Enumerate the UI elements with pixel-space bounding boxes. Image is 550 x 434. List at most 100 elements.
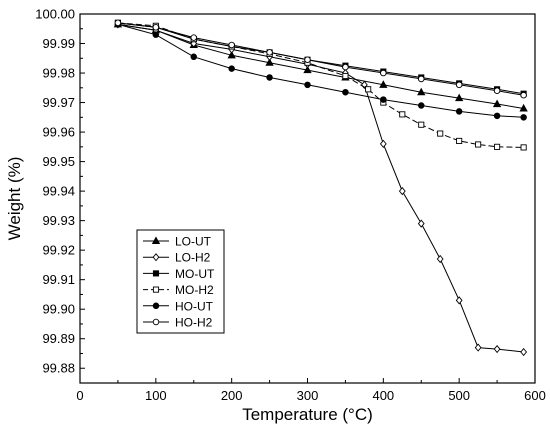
circle-marker — [114, 19, 122, 27]
series-line — [117, 22, 524, 148]
y-tick-label: 99.97 — [42, 95, 75, 110]
x-tick-label: 500 — [448, 388, 470, 403]
legend-label: MO-H2 — [175, 283, 214, 297]
legend-entry: HO-H2 — [143, 316, 213, 330]
series-line — [117, 23, 524, 109]
diamond-marker — [417, 219, 425, 228]
legend: LO-UT LO-H2 MO-UT MO-H2 HO-UT HO-H2 — [136, 229, 225, 334]
legend-box — [136, 229, 225, 334]
circle-marker — [228, 41, 235, 49]
series-ho-ut — [114, 21, 527, 121]
circle-marker — [380, 96, 387, 103]
legend-square-marker — [152, 286, 160, 293]
y-tick-label: 99.90 — [42, 302, 75, 317]
triangle-marker — [379, 80, 388, 88]
series-line — [117, 23, 524, 118]
y-tick-label: 99.96 — [42, 125, 75, 140]
circle-marker — [418, 75, 425, 83]
triangle-marker — [303, 65, 312, 74]
circle-marker — [418, 102, 425, 109]
triangle-marker — [417, 87, 426, 96]
circle-marker — [455, 81, 463, 89]
diamond-marker — [493, 344, 501, 354]
legend-square-marker — [152, 270, 160, 277]
circle-marker — [304, 56, 311, 64]
diamond-marker — [398, 187, 406, 196]
circle-marker — [342, 88, 349, 96]
circle-marker — [266, 74, 273, 81]
legend-label: HO-H2 — [175, 316, 213, 330]
circle-marker — [152, 31, 160, 38]
diamond-marker — [360, 80, 368, 89]
square-marker — [475, 141, 482, 148]
circle-marker — [455, 108, 463, 115]
triangle-marker — [519, 103, 528, 112]
circle-marker — [190, 53, 197, 61]
square-marker — [418, 121, 425, 128]
x-axis-title: Temperature (°C) — [242, 405, 373, 424]
series-line — [117, 22, 524, 96]
circle-marker — [342, 63, 349, 71]
diamond-marker — [379, 139, 387, 148]
series-layer — [113, 19, 528, 357]
y-tick-label: 99.92 — [42, 243, 75, 258]
circle-marker — [152, 24, 160, 31]
series-line — [117, 22, 524, 95]
circle-marker — [520, 91, 527, 99]
x-tick-label: 300 — [297, 388, 319, 403]
y-tick-label: 99.98 — [42, 66, 75, 81]
x-tick-label: 100 — [145, 388, 167, 403]
legend-label: LO-H2 — [175, 251, 211, 265]
y-tick-label: 99.94 — [42, 184, 75, 199]
legend-label: LO-UT — [175, 235, 212, 249]
diamond-marker — [436, 254, 444, 264]
square-marker — [342, 72, 349, 80]
legend-entry: HO-UT — [143, 299, 214, 313]
y-tick-label: 100.00 — [35, 7, 75, 22]
legend-label: MO-UT — [175, 267, 215, 281]
diamond-marker — [474, 343, 482, 352]
axes-layer: 0 100 200 300 400 500 600 99.88 99.89 99.90 99.91 9… — [35, 7, 546, 404]
diamond-marker — [455, 296, 463, 305]
x-tick-label: 0 — [76, 388, 83, 403]
y-tick-label: 99.99 — [42, 36, 75, 51]
triangle-marker — [227, 50, 236, 59]
legend-circle-marker — [152, 302, 160, 310]
triangle-marker — [492, 99, 502, 108]
y-axis-title: Weight (%) — [5, 157, 24, 241]
x-tick-label: 600 — [524, 388, 546, 403]
legend-entry: MO-UT — [143, 267, 215, 281]
legend-label: HO-UT — [175, 299, 214, 313]
circle-marker — [304, 81, 311, 89]
series-line — [117, 23, 524, 353]
legend-entry: LO-H2 — [143, 251, 211, 265]
triangle-marker — [265, 58, 274, 66]
square-marker — [520, 144, 527, 151]
legend-triangle-marker — [151, 236, 161, 245]
circle-marker — [228, 65, 235, 72]
legend-circle-marker — [152, 318, 160, 326]
square-marker — [365, 86, 372, 93]
legend-entry: LO-UT — [143, 235, 212, 249]
circle-marker — [493, 112, 501, 120]
square-marker — [399, 111, 406, 118]
legend-diamond-marker — [152, 253, 160, 262]
circle-marker — [493, 87, 501, 95]
diamond-marker — [520, 347, 528, 357]
series-ho-h2 — [114, 19, 527, 99]
y-tick-label: 99.93 — [42, 213, 75, 228]
y-tick-label: 99.88 — [42, 361, 75, 376]
square-marker — [494, 143, 501, 150]
circle-marker — [380, 69, 387, 77]
circle-marker — [190, 34, 197, 41]
x-tick-label: 200 — [221, 388, 243, 403]
x-tick-label: 400 — [372, 388, 394, 403]
y-tick-label: 99.95 — [42, 154, 75, 169]
y-tick-label: 99.89 — [42, 331, 75, 346]
circle-marker — [520, 114, 527, 121]
y-tick-label: 99.91 — [42, 272, 75, 287]
legend-entry: MO-H2 — [143, 283, 214, 297]
square-marker — [456, 137, 463, 144]
